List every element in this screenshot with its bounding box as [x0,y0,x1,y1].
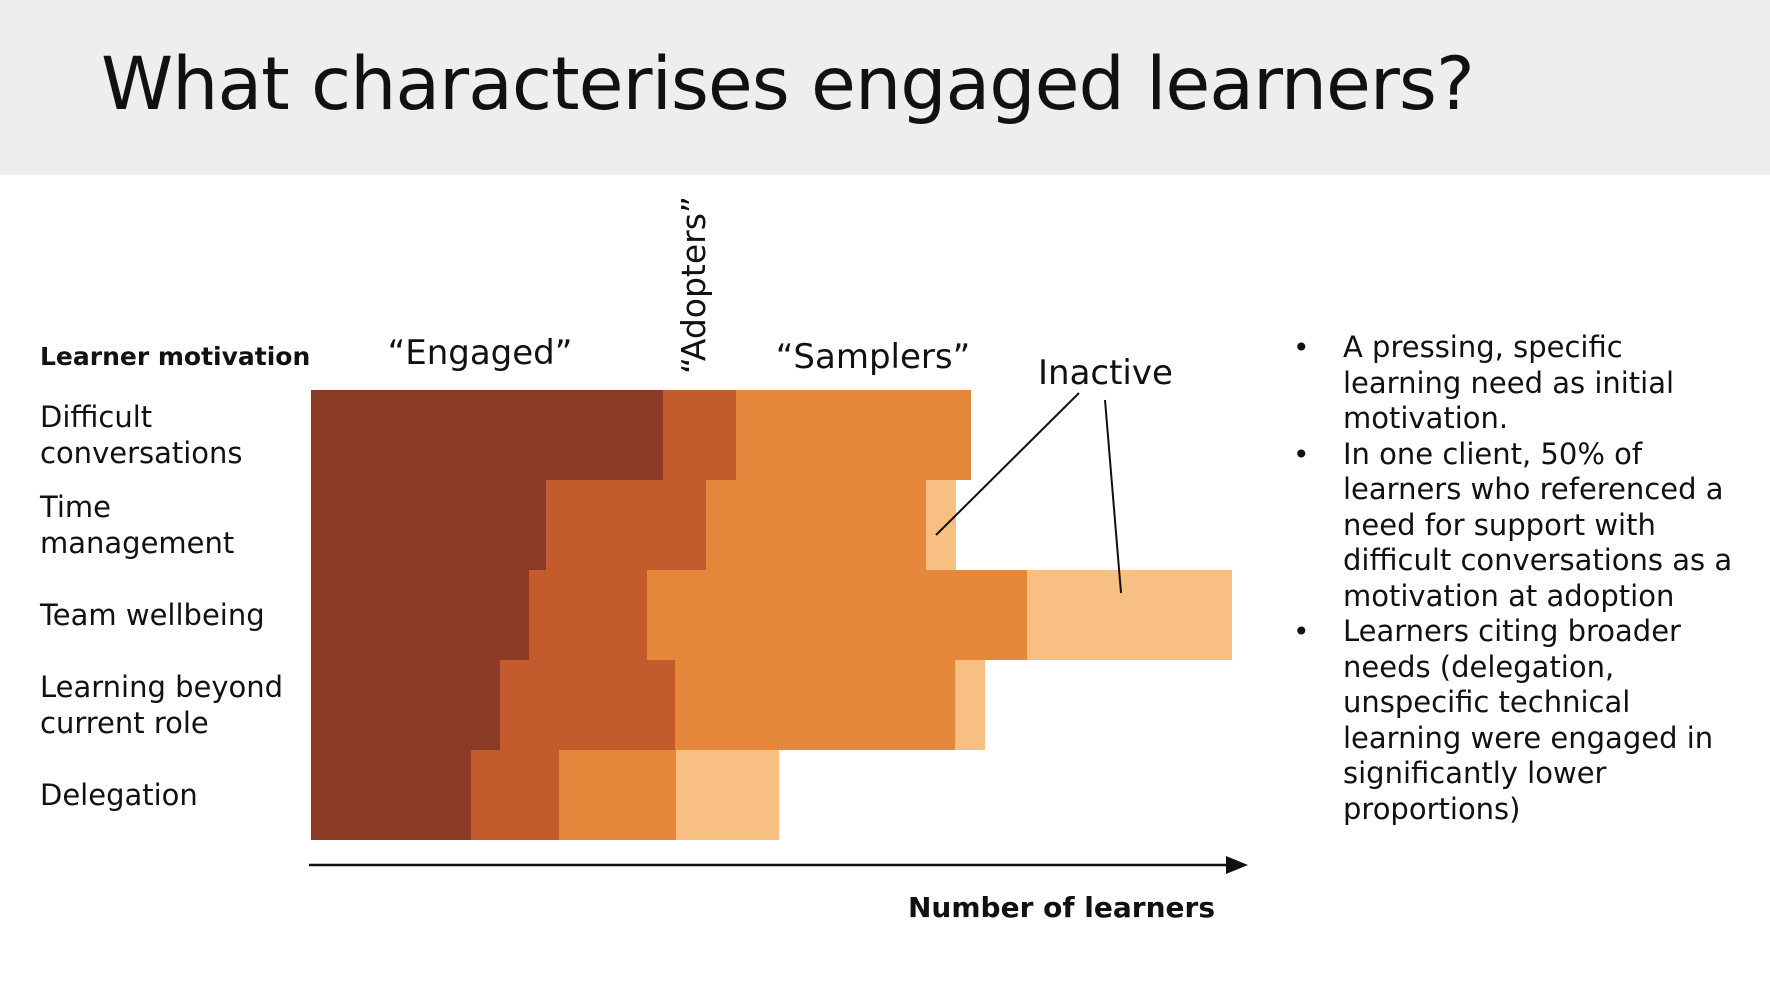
bullet-item: In one client, 50% of learners who refer… [1293,437,1743,615]
bar-segment [706,480,926,570]
x-axis-arrowhead [1226,856,1248,874]
bar-segment [471,750,559,840]
bar-segment [311,660,500,750]
y-axis-title: Learner motivation [40,342,310,371]
category-label: management [40,526,234,560]
leader-line [1104,399,1122,594]
bar-segment [926,480,956,570]
title-band [0,0,1770,175]
category-label: current role [40,706,209,740]
bar-segment [529,570,647,660]
bar-segment [311,480,546,570]
slide-title: What characterises engaged learners? [101,42,1475,127]
series-label-samplers: “Samplers” [776,337,970,377]
category-label: Time [39,490,111,524]
bar-segment [663,390,736,480]
bar-segment [311,750,471,840]
bar-segment [559,750,676,840]
bar-segment [647,570,1027,660]
bar-segment [546,480,706,570]
bar-segment [311,570,529,660]
category-label: Learning beyond [40,670,283,704]
bar-segment [955,660,985,750]
bullet-item: Learners citing broader needs (delegatio… [1293,614,1743,827]
x-axis-label: Number of learners [908,891,1215,924]
category-label: Difficult [40,400,152,434]
notes-bullet-list: A pressing, specific learning need as in… [1293,330,1743,827]
series-label-engaged: “Engaged” [388,333,573,373]
bar-segment [311,390,663,480]
series-label-inactive: Inactive [1038,353,1173,393]
leader-line [935,392,1080,536]
series-label-adopters: “Adopters” [674,196,713,374]
category-label: Delegation [40,778,198,812]
category-label: Team wellbeing [39,598,265,632]
bullet-item: A pressing, specific learning need as in… [1293,330,1743,437]
bar-segment [500,660,675,750]
bar-segment [736,390,971,480]
bar-segment [675,660,955,750]
bar-segment [676,750,779,840]
bar-segment [1027,570,1232,660]
category-label: conversations [40,436,243,470]
